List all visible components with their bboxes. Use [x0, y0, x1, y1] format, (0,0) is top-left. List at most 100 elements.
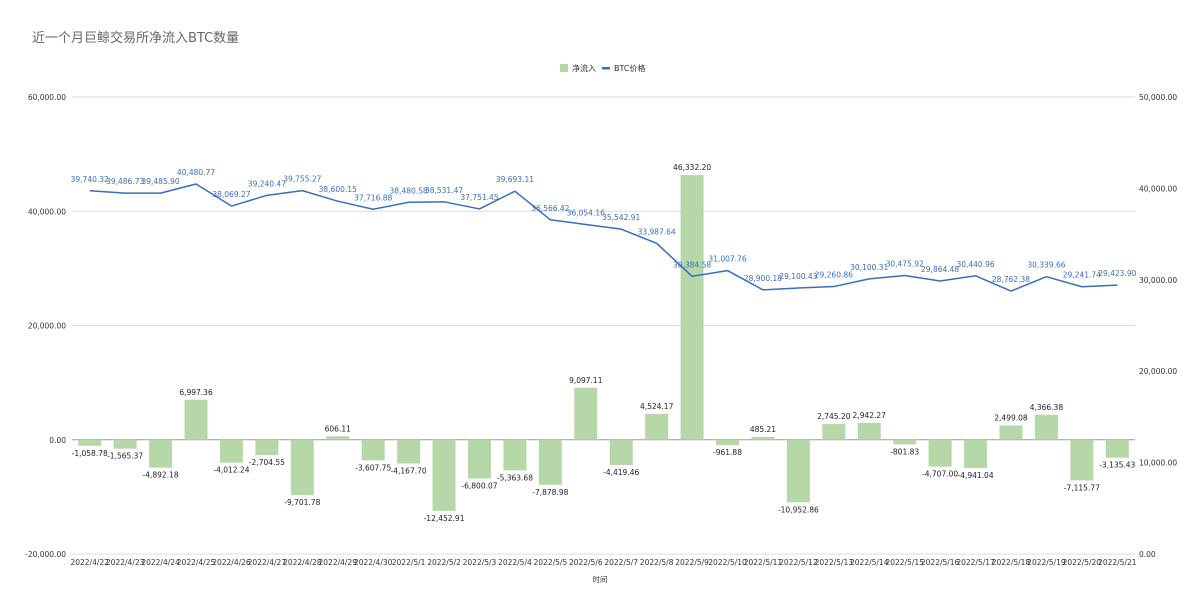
bar	[1070, 439, 1094, 481]
line-data-label: 29,864.48	[921, 265, 959, 274]
left-axis-tick-label: 20,000.00	[28, 322, 66, 331]
bar	[1105, 439, 1129, 458]
line-data-label: 30,475.92	[886, 259, 924, 268]
bar	[361, 439, 385, 461]
legend-label-bar: 净流入	[572, 63, 596, 73]
line-data-label: 38,480.58	[390, 186, 428, 195]
bar	[503, 439, 527, 471]
bar-data-label: -3,135.43	[1099, 461, 1135, 470]
bar-data-label: 606.11	[325, 424, 351, 433]
bar	[538, 439, 562, 485]
x-axis-tick-label: 2022/5/17	[956, 558, 995, 567]
right-axis: 0.00 10,000.00 20,000.00 30,000.00 40,000.00…	[1139, 93, 1177, 559]
x-axis-tick-label: 2022/4/22	[70, 558, 109, 567]
bar-data-label: -5,363.68	[497, 473, 533, 482]
left-axis: -20,000.00 0.00 20,000.00 40,000.00 60,000.0…	[25, 93, 66, 559]
bar	[999, 425, 1023, 440]
x-axis-tick-label: 2022/4/23	[106, 558, 145, 567]
bar-data-label: -801.83	[890, 447, 919, 456]
line-data-label: 29,100.43	[779, 272, 817, 281]
line-data-label: 39,486.73	[106, 177, 144, 186]
bar-data-label: -9,701.78	[284, 498, 320, 507]
x-axis-tick-label: 2022/5/16	[921, 558, 960, 567]
line-data-label: 39,240.47	[248, 179, 286, 188]
bar-data-label: 46,332.20	[673, 163, 711, 172]
bar	[113, 439, 137, 449]
bar-data-label: -10,952.86	[778, 505, 819, 514]
line-data-label: 37,751.45	[460, 193, 498, 202]
bar	[467, 439, 491, 479]
bar-data-label: -3,607.75	[355, 463, 391, 472]
bar-data-label: -4,707.00	[922, 470, 958, 479]
bar	[680, 175, 704, 440]
line-data-label: 30,339.66	[1027, 261, 1065, 270]
x-axis-tick-label: 2022/5/11	[744, 558, 783, 567]
left-axis-tick-label: -20,000.00	[25, 550, 66, 559]
bar	[574, 387, 598, 440]
x-axis-tick-label: 2022/5/9	[675, 558, 709, 567]
right-axis-tick-label: 30,000.00	[1139, 276, 1177, 285]
x-axis-tick-label: 2022/4/27	[248, 558, 287, 567]
bar-data-label: -1,565.37	[107, 452, 143, 461]
x-axis-tick-label: 2022/5/3	[463, 558, 497, 567]
left-axis-tick-label: 0.00	[49, 436, 66, 445]
line-data-label: 39,755.27	[283, 175, 321, 184]
bar	[716, 439, 740, 446]
price-line	[89, 183, 1118, 292]
x-axis-tick-label: 2022/5/15	[885, 558, 924, 567]
bar-data-label: 9,097.11	[569, 376, 603, 385]
bar	[645, 413, 669, 440]
x-axis-tick-label: 2022/5/20	[1063, 558, 1102, 567]
x-axis-tick-label: 2022/5/13	[815, 558, 854, 567]
x-axis-tick-label: 2022/4/30	[354, 558, 393, 567]
line-data-label: 38,069.27	[212, 190, 250, 199]
chart-title: 近一个月巨鲸交易所净流入BTC数量	[32, 30, 239, 46]
bar	[219, 439, 243, 463]
line-data-label: 30,440.96	[956, 260, 994, 269]
line-data-label: 36,566.42	[531, 204, 569, 213]
bar-data-label: -4,892.18	[143, 471, 179, 480]
bar-data-label: -2,704.55	[249, 458, 285, 467]
right-axis-tick-label: 20,000.00	[1139, 367, 1177, 376]
bar-data-label: 4,366.38	[1030, 403, 1064, 412]
bar-data-label: -4,012.24	[213, 466, 249, 475]
bar-data-label: 2,745.20	[817, 412, 851, 421]
bar-series	[78, 175, 1129, 511]
bar-data-label: 6,997.36	[179, 388, 213, 397]
bar-data-label: -4,167.70	[391, 467, 427, 476]
bar-data-label: -4,941.04	[957, 471, 993, 480]
bar	[184, 399, 208, 440]
bar	[751, 436, 775, 440]
bar	[928, 439, 952, 467]
gridlines	[72, 96, 1135, 555]
bar-data-label: -7,878.98	[532, 488, 568, 497]
line-data-label: 28,900.18	[744, 274, 782, 283]
x-axis-tick-label: 2022/5/4	[498, 558, 532, 567]
line-data-label: 37,716.88	[354, 193, 392, 202]
x-axis-tick-label: 2022/5/1	[392, 558, 426, 567]
line-data-label: 31,007.76	[708, 255, 746, 264]
bar-data-label: -1,058.78	[72, 449, 108, 458]
line-data-label: 30,100.31	[850, 263, 888, 272]
x-axis-tick-label: 2022/4/24	[141, 558, 180, 567]
bar-data-label: 2,499.08	[994, 413, 1028, 422]
x-axis-tick-label: 2022/5/14	[850, 558, 889, 567]
x-axis-title: 时间	[593, 574, 608, 584]
bar	[290, 439, 314, 496]
bar	[822, 424, 846, 440]
x-axis-tick-label: 2022/5/2	[427, 558, 461, 567]
bar-data-label: -4,419.46	[603, 468, 639, 477]
bar	[893, 439, 917, 445]
line-data-label: 28,762.38	[992, 275, 1030, 284]
left-axis-tick-label: 40,000.00	[28, 207, 66, 216]
line-data-label: 40,480.77	[177, 168, 215, 177]
bar	[149, 439, 173, 468]
line-data-label: 36,054.16	[567, 208, 605, 217]
bar-data-labels: -1,058.78 -1,565.37 -4,892.18 6,997.36 -4,01…	[72, 163, 1136, 523]
bar-data-label: -6,800.07	[461, 482, 497, 491]
x-axis-tick-label: 2022/4/29	[319, 558, 358, 567]
bar	[78, 439, 102, 446]
x-axis-tick-label: 2022/4/25	[177, 558, 216, 567]
